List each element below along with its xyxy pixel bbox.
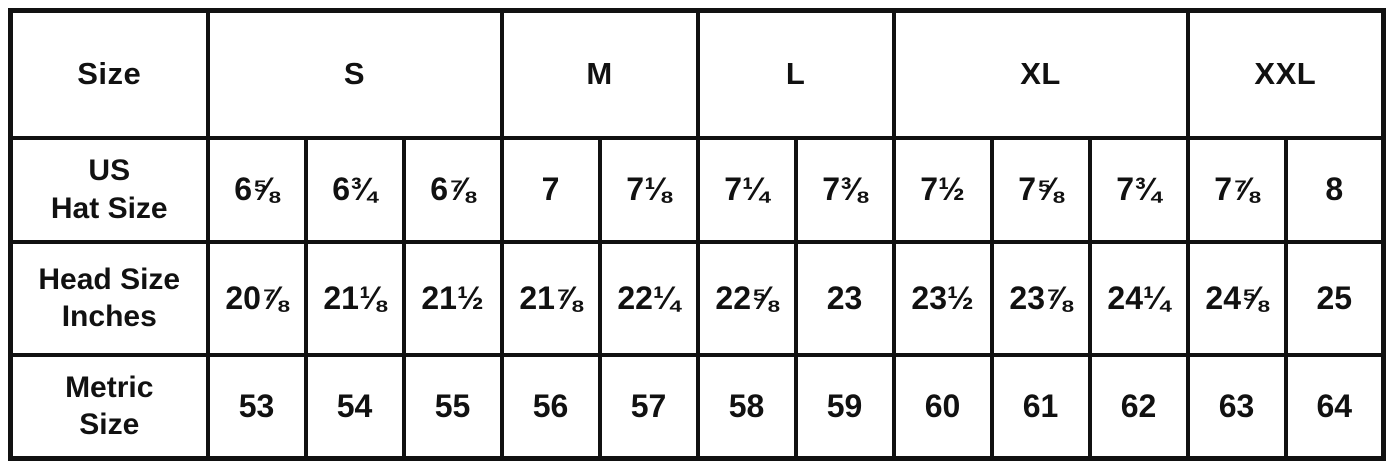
us-hat-size-cell: 7¼: [695, 135, 798, 244]
head-size-inches-cell: 24⅝: [1185, 239, 1288, 357]
head-size-inches-cell: 21½: [401, 239, 504, 357]
row-label-metric-size: Metric Size: [8, 352, 210, 461]
row-label-line: Metric: [65, 370, 154, 404]
head-size-inches-cell: 21⅛: [303, 239, 406, 357]
head-size-inches-cell: 23: [793, 239, 896, 357]
metric-size-cell: 54: [303, 352, 406, 461]
metric-size-row: Metric Size 53 54 55 56 57 58 59 60 61 6…: [8, 352, 1386, 461]
metric-size-cell: 58: [695, 352, 798, 461]
row-label-us-hat-size: US Hat Size: [8, 135, 210, 244]
group-header-m: M: [499, 8, 700, 140]
head-size-inches-cell: 24¼: [1087, 239, 1190, 357]
group-header-s: S: [205, 8, 504, 140]
us-hat-size-cell: 6⅝: [205, 135, 308, 244]
metric-size-cell: 64: [1283, 352, 1386, 461]
us-hat-size-cell: 8: [1283, 135, 1386, 244]
head-size-inches-cell: 23⅞: [989, 239, 1092, 357]
head-size-inches-cell: 20⅞: [205, 239, 308, 357]
us-hat-size-cell: 7⅝: [989, 135, 1092, 244]
corner-header-size: Size: [8, 8, 210, 140]
size-conversion-table: Size S M L XL XXL US Hat Size 6⅝ 6¾ 6⅞ 7…: [8, 8, 1387, 461]
us-hat-size-row: US Hat Size 6⅝ 6¾ 6⅞ 7 7⅛ 7¼ 7⅜ 7½ 7⅝ 7¾…: [8, 135, 1386, 244]
head-size-inches-cell: 22⅝: [695, 239, 798, 357]
metric-size-cell: 57: [597, 352, 700, 461]
us-hat-size-cell: 7: [499, 135, 602, 244]
group-header-xl: XL: [891, 8, 1190, 140]
row-label-line: Head Size: [38, 262, 181, 296]
head-size-inches-cell: 21⅞: [499, 239, 602, 357]
head-size-inches-cell: 23½: [891, 239, 994, 357]
head-size-inches-row: Head Size Inches 20⅞ 21⅛ 21½ 21⅞ 22¼ 22⅝…: [8, 239, 1386, 357]
metric-size-cell: 55: [401, 352, 504, 461]
us-hat-size-cell: 7⅞: [1185, 135, 1288, 244]
us-hat-size-cell: 7⅛: [597, 135, 700, 244]
metric-size-cell: 61: [989, 352, 1092, 461]
metric-size-cell: 59: [793, 352, 896, 461]
us-hat-size-cell: 7½: [891, 135, 994, 244]
us-hat-size-cell: 7¾: [1087, 135, 1190, 244]
us-hat-size-cell: 7⅜: [793, 135, 896, 244]
size-group-header-row: Size S M L XL XXL: [8, 8, 1386, 140]
metric-size-cell: 62: [1087, 352, 1190, 461]
us-hat-size-cell: 6¾: [303, 135, 406, 244]
row-label-line: Hat Size: [50, 191, 168, 225]
us-hat-size-cell: 6⅞: [401, 135, 504, 244]
metric-size-cell: 56: [499, 352, 602, 461]
row-label-line: US: [88, 154, 131, 187]
group-header-xxl: XXL: [1185, 8, 1386, 140]
metric-size-cell: 60: [891, 352, 994, 461]
metric-size-cell: 53: [205, 352, 308, 461]
row-label-line: Size: [79, 408, 140, 442]
row-label-head-size-inches: Head Size Inches: [8, 239, 210, 357]
head-size-inches-cell: 22¼: [597, 239, 700, 357]
group-header-l: L: [695, 8, 896, 140]
row-label-line: Inches: [61, 300, 157, 333]
head-size-inches-cell: 25: [1283, 239, 1386, 357]
metric-size-cell: 63: [1185, 352, 1288, 461]
